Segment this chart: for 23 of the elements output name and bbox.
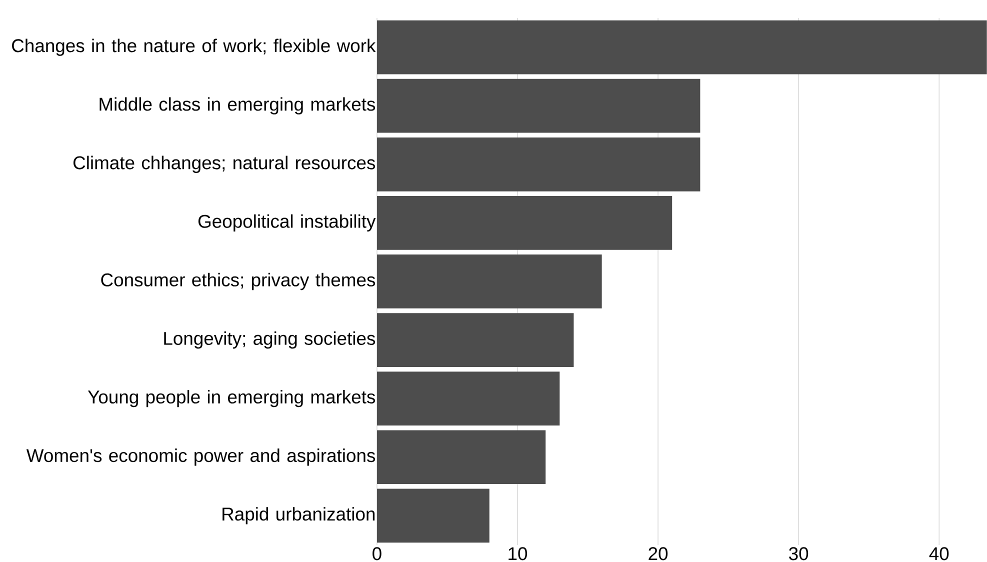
x-tick-label: 0: [372, 547, 382, 560]
bar: [376, 196, 672, 250]
x-tick-label: 10: [508, 547, 528, 560]
bar: [376, 137, 700, 192]
bar: [376, 254, 602, 308]
y-tick-label: Consumer ethics; privacy themes: [101, 272, 376, 290]
x-tick-label: 30: [789, 547, 808, 560]
bar: [376, 78, 700, 133]
y-tick-label: Women's economic power and aspirations: [26, 448, 376, 466]
y-tick-label: Young people in emerging markets: [88, 390, 376, 408]
bar: [376, 488, 490, 543]
y-tick-label: Rapid urbanization: [222, 506, 375, 524]
bar: [376, 430, 546, 484]
y-tick-label: Geopolitical instability: [198, 214, 376, 232]
y-tick-label: Middle class in emerging markets: [100, 97, 376, 114]
y-tick-label: Climate chhanges; natural resources: [73, 156, 376, 173]
y-tick-label: Changes in the nature of work; flexible work: [12, 38, 376, 56]
bar: [376, 372, 560, 426]
x-tick-label: 20: [648, 547, 668, 560]
x-tick-label: 40: [929, 547, 949, 560]
bar: [376, 313, 574, 367]
y-tick-label: Longevity; aging societies: [164, 331, 376, 349]
bar: [376, 20, 987, 74]
